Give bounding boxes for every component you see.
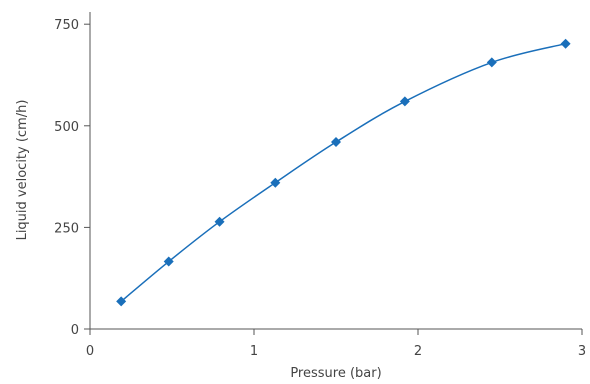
y-tick-label: 250 — [54, 221, 79, 236]
x-axis-title: Pressure (bar) — [290, 366, 381, 381]
y-axis-title: Liquid velocity (cm/h) — [15, 100, 30, 241]
y-tick-label: 750 — [54, 18, 79, 33]
data-point-diamond — [331, 137, 341, 148]
x-tick-label: 2 — [414, 344, 422, 359]
data-point-diamond — [560, 38, 571, 49]
data-point-diamond — [214, 216, 225, 227]
x-tick-label: 3 — [578, 344, 586, 359]
data-point-diamond — [270, 177, 281, 188]
x-tick-label: 1 — [250, 344, 258, 359]
series-line — [120, 42, 566, 302]
y-tick-label: 500 — [54, 120, 79, 135]
y-tick-label: 0 — [71, 323, 79, 338]
data-point-diamond — [486, 57, 497, 68]
series-layer — [116, 38, 571, 307]
x-tick-label: 0 — [86, 344, 94, 359]
y-ticks: 0 250 500 750 — [54, 18, 90, 338]
x-ticks: 0 1 2 3 — [86, 329, 586, 359]
data-point-diamond — [116, 296, 127, 307]
data-point-diamond — [399, 96, 410, 107]
data-point-diamond — [163, 256, 174, 267]
